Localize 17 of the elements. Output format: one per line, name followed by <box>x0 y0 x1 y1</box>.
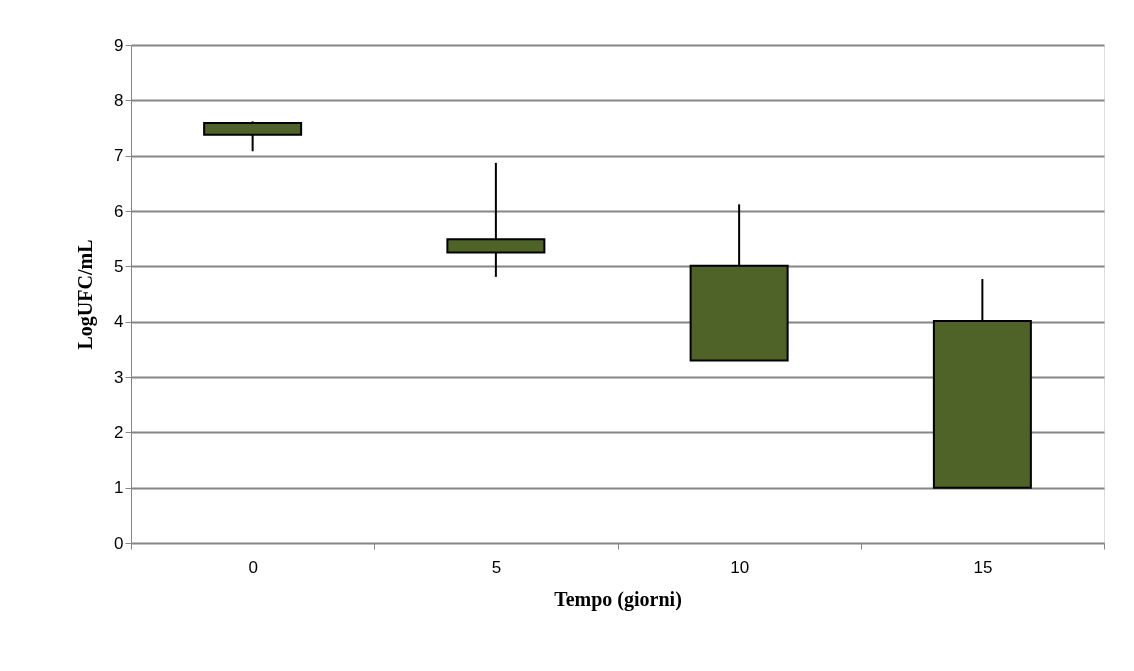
x-tick-label: 0 <box>248 557 258 577</box>
y-tick-label: 1 <box>114 478 124 498</box>
y-tick-label: 8 <box>114 90 124 110</box>
y-tick-label: 5 <box>114 256 124 276</box>
x-tick-label: 10 <box>730 557 750 577</box>
y-axis-title: LogUFC/mL <box>74 239 98 350</box>
y-tick-label: 3 <box>114 367 124 387</box>
x-tick-label: 5 <box>491 557 502 577</box>
x-tick-label: 15 <box>973 557 993 577</box>
candlestick <box>446 161 546 278</box>
y-tick-label: 7 <box>114 146 124 166</box>
y-tick-label: 2 <box>114 422 124 442</box>
y-tick-label: 6 <box>114 201 124 221</box>
y-tick-label: 4 <box>114 312 124 332</box>
y-tick-label: 9 <box>114 35 124 55</box>
x-axis-title: Tempo (giorni) <box>554 587 682 611</box>
y-tick-label: 0 <box>114 533 124 553</box>
